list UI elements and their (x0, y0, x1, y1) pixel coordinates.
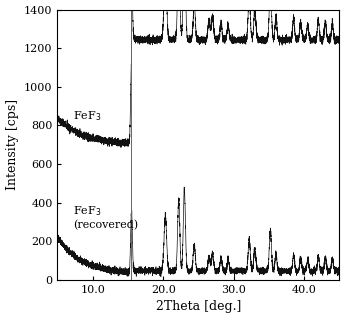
Text: FeF$_3$
(recovered): FeF$_3$ (recovered) (73, 205, 138, 230)
Text: FeF$_3$: FeF$_3$ (73, 110, 101, 123)
X-axis label: 2Theta [deg.]: 2Theta [deg.] (156, 300, 241, 314)
Y-axis label: Intensity [cps]: Intensity [cps] (6, 99, 19, 190)
